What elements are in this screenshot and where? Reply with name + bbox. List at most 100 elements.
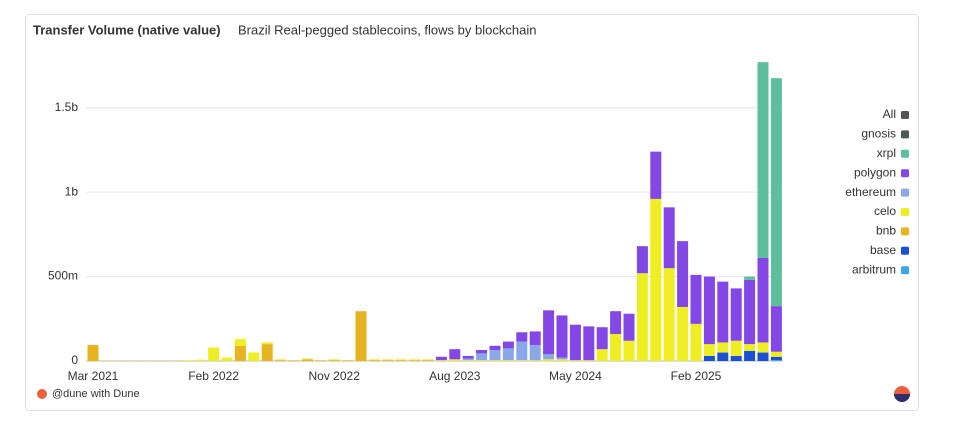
bar-segment [476,350,487,353]
bar-segment [396,360,407,361]
chart-title: Transfer Volume (native value) [33,22,221,37]
bar-segment [610,311,621,334]
legend-label[interactable]: bnb [876,224,896,238]
bar-segment [516,332,527,341]
bar-segment [516,342,527,361]
bar-segment [557,358,568,360]
bar-segment [744,277,755,280]
bar-segment [463,356,474,359]
bar-segment [717,282,728,343]
legend-label[interactable]: gnosis [861,127,896,141]
bar-segment [329,360,340,361]
bar-segment [463,360,474,361]
bar-segment [543,354,554,359]
legend-swatch[interactable] [901,266,909,274]
legend-swatch[interactable] [901,189,909,197]
bar-segment [262,342,273,344]
bar-segment [396,359,407,360]
bar-segment [583,360,594,361]
legend-swatch[interactable] [901,111,909,119]
bar-segment [557,359,568,361]
bar-segment [758,62,769,258]
bar-segment [195,360,206,361]
bar-segment [476,353,487,360]
bar-segment [570,360,581,361]
bar-segment [744,280,755,344]
legend-swatch[interactable] [901,227,909,235]
bar-segment [637,246,648,273]
bar-segment [664,268,675,361]
bar-segment [624,341,635,361]
bar-segment [369,359,380,360]
bar-segment [88,345,99,361]
bar-segment [771,357,782,360]
legend-label[interactable]: xrpl [877,146,896,160]
bar-segment [302,359,313,361]
legend-swatch[interactable] [901,247,909,255]
legend-label[interactable]: celo [874,204,896,218]
legend-label[interactable]: arbitrum [852,262,896,276]
bar-segment [463,358,474,360]
bar-segment [409,359,420,360]
bar-segment [181,360,192,361]
bar-segment [248,353,259,361]
bar-segment [369,360,380,361]
bar-segment [731,288,742,340]
bar-segment [449,359,460,361]
bar-segment [771,306,782,352]
bar-segment [597,327,608,349]
bar-segment [342,360,353,361]
bar-segment [771,352,782,357]
chart-subtitle: Brazil Real-pegged stablecoins, flows by… [238,22,536,37]
bar-segment [731,341,742,356]
legend-swatch[interactable] [901,208,909,216]
bar-segment [691,324,702,361]
bar-segment [490,346,501,350]
legend-label[interactable]: All [883,107,896,121]
card [26,15,919,411]
bar-segment [543,359,554,361]
y-tick-label: 500m [48,269,78,283]
bar-segment [543,310,554,354]
y-tick-label: 0 [71,353,78,367]
bar-segment [744,351,755,361]
bar-segment [771,360,782,361]
dune-logo [37,389,47,399]
bar-segment [624,314,635,341]
bar-segment [329,359,340,360]
bar-segment [530,360,541,361]
legend-swatch[interactable] [901,130,909,138]
bar-segment [557,315,568,357]
bar-segment [530,331,541,345]
legend-label[interactable]: ethereum [845,185,896,199]
bar-segment [758,353,769,361]
bar-segment [771,78,782,306]
bar-segment [597,349,608,361]
legend-swatch[interactable] [901,169,909,177]
bar-segment [677,307,688,361]
legend-swatch[interactable] [901,150,909,158]
x-tick-label: Feb 2022 [188,369,239,383]
footer[interactable]: @dune with Dune [52,388,140,400]
bar-segment [650,152,661,199]
bar-segment [503,348,514,360]
bar-segment [275,360,286,361]
bar-segment [490,350,501,360]
bar-segment [275,359,286,360]
legend-label[interactable]: base [870,243,896,257]
bar-segment [423,359,434,360]
bar-segment [356,311,367,361]
legend-label[interactable]: polygon [854,165,896,179]
bar-segment [610,334,621,361]
bar-segment [570,325,581,360]
x-tick-label: Mar 2021 [68,369,119,383]
bar-segment [382,359,393,360]
bar-segment [650,199,661,361]
y-tick-label: 1.5b [55,100,79,114]
bar-segment [503,342,514,349]
bar-segment [490,360,501,361]
x-tick-label: Aug 2023 [429,369,481,383]
bar-segment [704,356,715,361]
